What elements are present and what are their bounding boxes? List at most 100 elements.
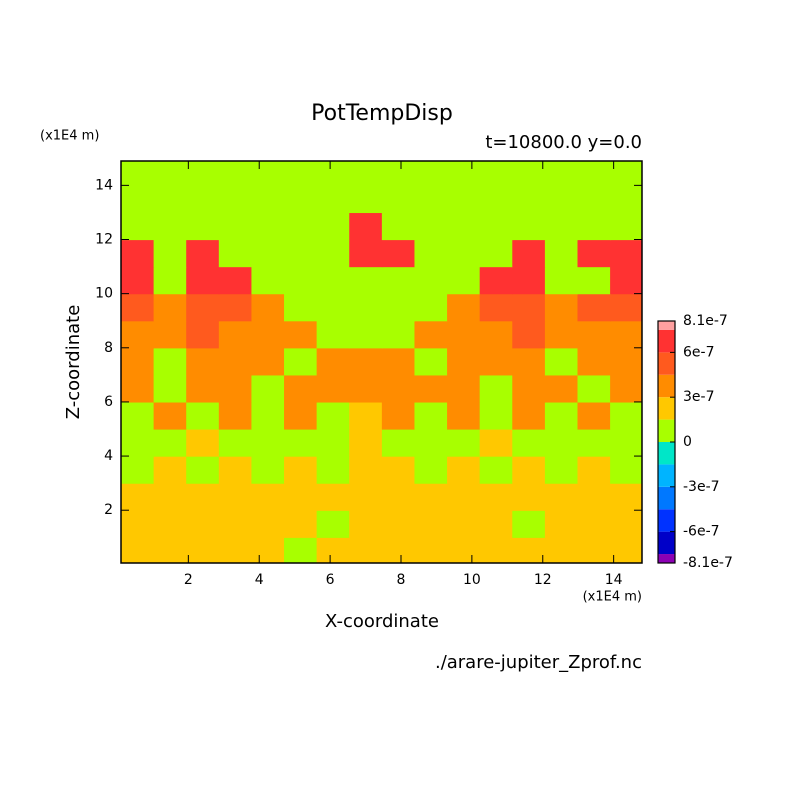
colorbar-band bbox=[658, 419, 675, 442]
field-cell bbox=[414, 185, 448, 214]
y-tick-label: 14 bbox=[95, 177, 113, 193]
field-cell bbox=[121, 239, 155, 268]
field-cell bbox=[218, 401, 253, 430]
field-cell bbox=[447, 483, 481, 511]
file-name: ./arare-jupiter_Zprof.nc bbox=[435, 652, 642, 673]
field-cell bbox=[479, 483, 513, 511]
field-cell bbox=[153, 239, 187, 268]
field-cell bbox=[512, 320, 546, 349]
field-cell bbox=[316, 347, 350, 376]
field-cell bbox=[218, 212, 253, 241]
field-cell bbox=[479, 320, 513, 349]
field-cell bbox=[218, 456, 253, 484]
field-cell bbox=[479, 374, 513, 403]
x-tick-label: 10 bbox=[463, 572, 481, 588]
field-cell bbox=[251, 212, 285, 241]
field-cell bbox=[251, 293, 285, 322]
colorbar-tick-label: 0 bbox=[683, 434, 692, 450]
field-cell bbox=[251, 483, 285, 511]
field-cell bbox=[544, 401, 579, 430]
field-cell bbox=[512, 537, 546, 563]
field-cell bbox=[284, 161, 318, 186]
field-cell bbox=[447, 456, 481, 484]
field-cell bbox=[284, 293, 318, 322]
field-cell bbox=[284, 483, 318, 511]
field-cell bbox=[349, 320, 383, 349]
field-cell bbox=[251, 429, 285, 457]
field-cell bbox=[544, 161, 579, 186]
field-cell bbox=[186, 456, 220, 484]
y-tick-label: 10 bbox=[95, 286, 113, 302]
field-cell bbox=[218, 161, 253, 186]
field-cell bbox=[218, 374, 253, 403]
field-cell bbox=[610, 185, 642, 214]
field-cell bbox=[577, 374, 611, 403]
field-cell bbox=[414, 293, 448, 322]
field-cell bbox=[349, 483, 383, 511]
field-cell bbox=[610, 320, 642, 349]
field-cell bbox=[251, 537, 285, 563]
field-cell bbox=[544, 374, 579, 403]
field-cell bbox=[153, 320, 187, 349]
field-cell bbox=[349, 537, 383, 563]
field-cell bbox=[414, 320, 448, 349]
field-cell bbox=[251, 161, 285, 186]
field-cell bbox=[316, 510, 350, 538]
field-cell bbox=[349, 401, 383, 430]
field-cell bbox=[121, 320, 155, 349]
field-cell bbox=[186, 483, 220, 511]
field-cell bbox=[381, 185, 416, 214]
field-cell bbox=[447, 429, 481, 457]
colorbar-band bbox=[658, 509, 675, 532]
field-cell bbox=[121, 537, 155, 563]
field-cell bbox=[186, 401, 220, 430]
field-cell bbox=[577, 483, 611, 511]
colorbar-band bbox=[658, 352, 675, 375]
field-cell bbox=[316, 374, 350, 403]
field-cell bbox=[381, 483, 416, 511]
field-cell bbox=[186, 185, 220, 214]
colorbar-tick-label: 8.1e-7 bbox=[683, 313, 728, 329]
field-cell bbox=[218, 320, 253, 349]
field-cell bbox=[414, 347, 448, 376]
field-cell bbox=[153, 293, 187, 322]
field-cell bbox=[316, 401, 350, 430]
field-cell bbox=[349, 239, 383, 268]
field-cell bbox=[251, 266, 285, 295]
field-cell bbox=[349, 185, 383, 214]
field-cell bbox=[349, 429, 383, 457]
field-cell bbox=[153, 266, 187, 295]
field-cell bbox=[447, 347, 481, 376]
field-cell bbox=[414, 429, 448, 457]
field-cell bbox=[284, 510, 318, 538]
field-cell bbox=[414, 401, 448, 430]
field-cell bbox=[414, 510, 448, 538]
field-cell bbox=[316, 161, 350, 186]
field-cell bbox=[544, 266, 579, 295]
field-cell bbox=[218, 347, 253, 376]
field-cell bbox=[512, 266, 546, 295]
field-cell bbox=[610, 239, 642, 268]
field-cell bbox=[218, 266, 253, 295]
field-cell bbox=[414, 374, 448, 403]
field-cell bbox=[479, 347, 513, 376]
field-cell bbox=[284, 347, 318, 376]
field-cell bbox=[251, 185, 285, 214]
colorbar-band bbox=[658, 397, 675, 420]
field-cell bbox=[349, 212, 383, 241]
field-cell bbox=[186, 347, 220, 376]
field-cell bbox=[512, 456, 546, 484]
field bbox=[121, 161, 642, 563]
field-cell bbox=[316, 456, 350, 484]
field-cell bbox=[349, 510, 383, 538]
field-cell bbox=[447, 537, 481, 563]
field-cell bbox=[479, 239, 513, 268]
colorbar-band bbox=[658, 554, 675, 563]
field-cell bbox=[577, 510, 611, 538]
field-cell bbox=[186, 537, 220, 563]
field-cell bbox=[316, 483, 350, 511]
field-cell bbox=[186, 266, 220, 295]
field-cell bbox=[381, 212, 416, 241]
field-cell bbox=[577, 266, 611, 295]
field-cell bbox=[544, 537, 579, 563]
